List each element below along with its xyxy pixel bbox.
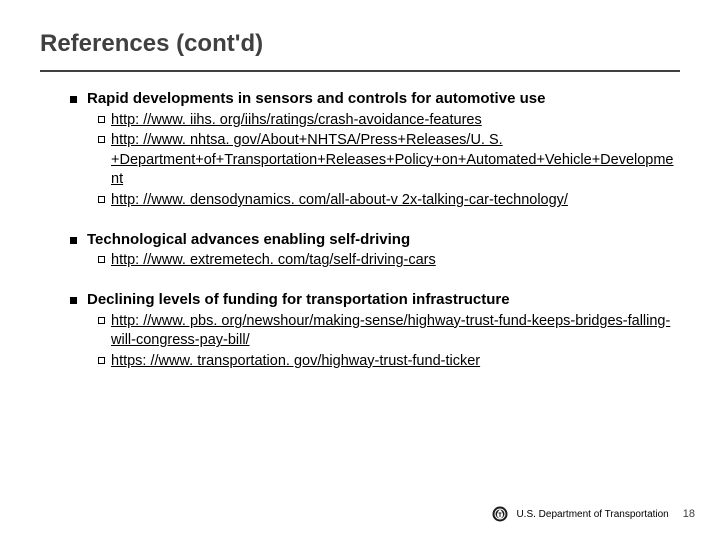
section-heading: Rapid developments in sensors and contro… (87, 90, 545, 109)
section: Declining levels of funding for transpor… (70, 291, 680, 371)
reference-link[interactable]: http: //www. nhtsa. gov/About+NHTSA/Pres… (111, 131, 680, 190)
section-heading: Technological advances enabling self-dri… (87, 231, 410, 250)
reference-link[interactable]: http: //www. iihs. org/iihs/ratings/cras… (111, 111, 482, 131)
title-rule (40, 70, 680, 72)
slide-title: References (cont'd) (40, 30, 680, 58)
usdot-logo-icon (492, 506, 508, 522)
slide: References (cont'd) Rapid developments i… (0, 0, 720, 540)
section-heading-row: Declining levels of funding for transpor… (70, 291, 680, 310)
list-item: http: //www. densodynamics. com/all-abou… (98, 191, 680, 211)
list-item: http: //www. nhtsa. gov/About+NHTSA/Pres… (98, 131, 680, 190)
square-bullet-icon (70, 237, 77, 244)
section: Technological advances enabling self-dri… (70, 231, 680, 271)
list-item: http: //www. extremetech. com/tag/self-d… (98, 251, 680, 271)
hollow-square-icon (98, 357, 105, 364)
section: Rapid developments in sensors and contro… (70, 90, 680, 211)
page-number: 18 (683, 508, 695, 520)
hollow-square-icon (98, 317, 105, 324)
content-area: Rapid developments in sensors and contro… (40, 90, 680, 371)
reference-link[interactable]: https: //www. transportation. gov/highwa… (111, 352, 480, 372)
link-list: http: //www. pbs. org/newshour/making-se… (70, 312, 680, 372)
square-bullet-icon (70, 96, 77, 103)
hollow-square-icon (98, 136, 105, 143)
section-heading: Declining levels of funding for transpor… (87, 291, 510, 310)
square-bullet-icon (70, 297, 77, 304)
link-list: http: //www. extremetech. com/tag/self-d… (70, 251, 680, 271)
section-heading-row: Rapid developments in sensors and contro… (70, 90, 680, 109)
reference-link[interactable]: http: //www. densodynamics. com/all-abou… (111, 191, 568, 211)
reference-link[interactable]: http: //www. extremetech. com/tag/self-d… (111, 251, 436, 271)
link-list: http: //www. iihs. org/iihs/ratings/cras… (70, 111, 680, 211)
hollow-square-icon (98, 196, 105, 203)
hollow-square-icon (98, 116, 105, 123)
section-heading-row: Technological advances enabling self-dri… (70, 231, 680, 250)
reference-link[interactable]: http: //www. pbs. org/newshour/making-se… (111, 312, 680, 351)
hollow-square-icon (98, 256, 105, 263)
list-item: https: //www. transportation. gov/highwa… (98, 352, 680, 372)
list-item: http: //www. iihs. org/iihs/ratings/cras… (98, 111, 680, 131)
slide-footer: U.S. Department of Transportation 18 (492, 506, 695, 522)
list-item: http: //www. pbs. org/newshour/making-se… (98, 312, 680, 351)
footer-org: U.S. Department of Transportation (516, 509, 668, 520)
